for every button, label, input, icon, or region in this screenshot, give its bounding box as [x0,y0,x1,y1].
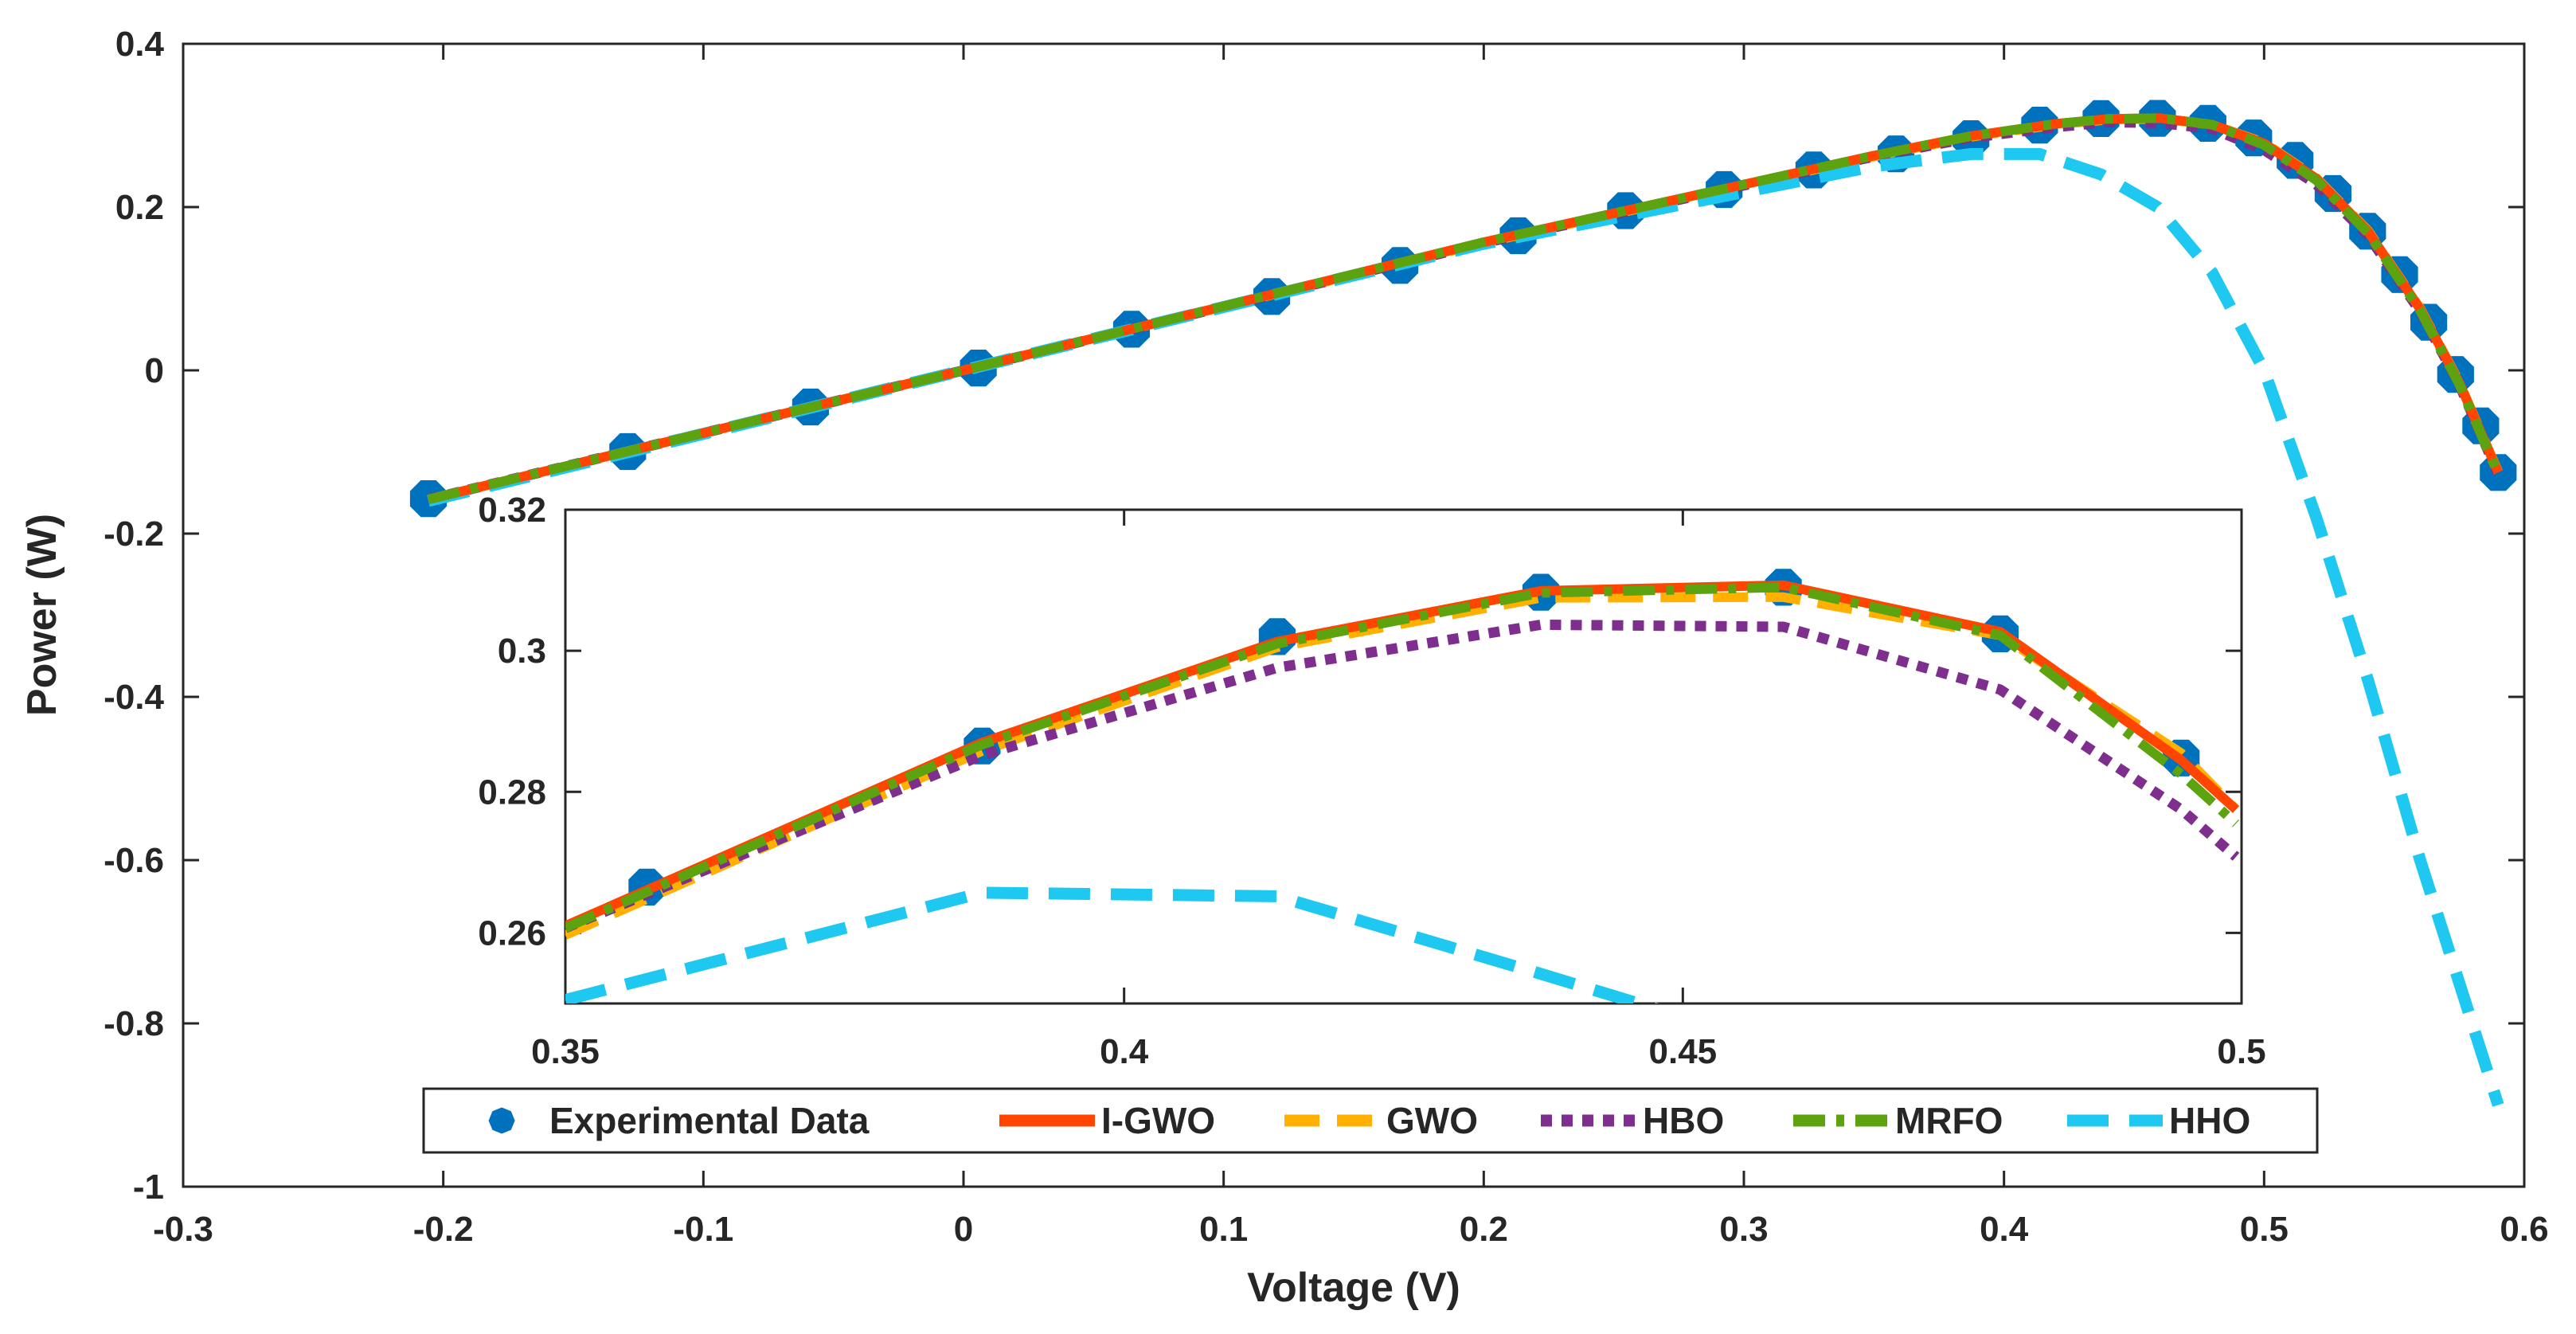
legend-label-i-gwo: I-GWO [1101,1100,1215,1141]
main-plot-area [409,100,2517,1107]
inset-plot-frame [564,508,2243,1005]
inset-series-gwo [565,592,2240,940]
legend: Experimental Data I-GWO GWO HBO MRFO HHO [422,1087,2319,1154]
inset-axes: 0.35 0.4 0.45 0.5 0.26 0.28 0.3 0.32 [478,491,2265,1071]
inset-y-tick-label: 0.3 [498,632,546,671]
inset-series-hbo [565,619,2240,933]
main-x-tick-label: 0.1 [1199,1210,1248,1249]
legend-label-mrfo: MRFO [1895,1100,2003,1141]
y-axis-label: Power (W) [19,514,65,716]
inset-x-tick-label: 0.5 [2217,1032,2265,1071]
main-x-tick-label: 0 [954,1210,973,1249]
main-x-tick-label: -0.1 [673,1210,733,1249]
legend-label-experimental-data: Experimental Data [549,1100,870,1141]
main-y-tick-label: -0.2 [104,514,164,554]
main-x-tick-label: -0.3 [153,1210,213,1249]
inset-series-mrfo [565,582,2240,933]
legend-label-hbo: HBO [1643,1100,1724,1141]
inset-y-tick-label: 0.26 [478,913,546,953]
legend-label-hho: HHO [2169,1100,2250,1141]
inset-y-tick-label: 0.32 [478,491,546,530]
main-y-tick-label: -0.4 [104,678,164,717]
inset-y-tick-label: 0.28 [478,773,546,812]
inset-x-tick-label: 0.35 [531,1032,600,1071]
main-y-tick-label: 0 [145,351,164,390]
main-x-tick-label: 0.5 [2240,1210,2289,1249]
main-x-tick-label: 0.2 [1460,1210,1508,1249]
main-x-tick-label: -0.2 [413,1210,474,1249]
main-y-tick-label: -0.8 [104,1004,164,1043]
main-x-tick-label: 0.4 [1980,1210,2029,1249]
inset-x-tick-label: 0.4 [1100,1032,1149,1071]
legend-item-hho: HHO [2067,1100,2250,1141]
main-axis-ticks: -0.3 -0.2 -0.1 0 0.1 0.2 0.3 0.4 0.5 0.6 -1 -0.8 -0.… [104,25,2548,1249]
legend-item-gwo: GWO [1284,1100,1478,1141]
main-x-tick-label: 0.3 [1719,1210,1768,1249]
legend-label-gwo: GWO [1386,1100,1478,1141]
main-y-tick-label: -1 [133,1168,164,1207]
legend-item-mrfo: MRFO [1793,1100,2003,1141]
legend-marker-experimental-data [488,1107,515,1134]
legend-item-hbo: HBO [1541,1100,1724,1141]
legend-item-i-gwo: I-GWO [999,1100,1215,1141]
legend-item-experimental-data: Experimental Data [488,1100,870,1141]
main-y-tick-label: 0.4 [115,25,165,64]
main-y-tick-label: -0.6 [104,841,164,880]
inset-x-tick-label: 0.45 [1649,1032,1718,1071]
main-x-tick-label: 0.6 [2500,1210,2548,1249]
x-axis-label: Voltage (V) [1247,1265,1460,1311]
inset-plot-area [565,569,2240,1003]
main-y-tick-label: 0.2 [115,188,164,227]
